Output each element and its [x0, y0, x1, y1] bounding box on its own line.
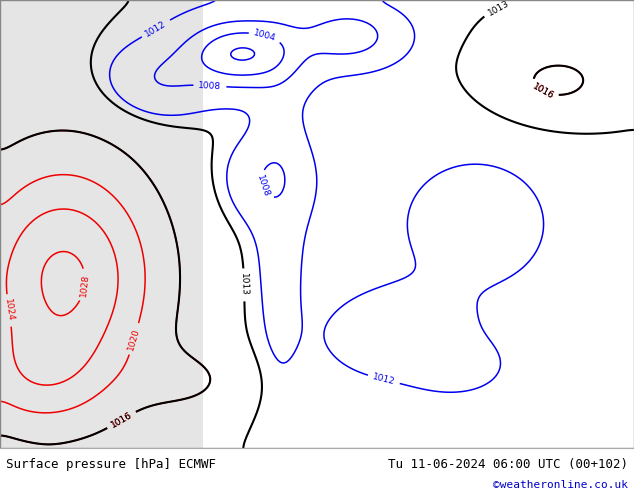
Bar: [0, 0, 203, 448]
Text: 1012: 1012: [144, 19, 168, 38]
Text: 1013: 1013: [486, 0, 510, 17]
Text: 1016: 1016: [109, 410, 134, 430]
Text: ©weatheronline.co.uk: ©weatheronline.co.uk: [493, 480, 628, 490]
Text: 1024: 1024: [3, 298, 15, 322]
Text: 1008: 1008: [198, 80, 222, 91]
Text: 1016: 1016: [531, 82, 555, 101]
Text: 1004: 1004: [253, 28, 277, 43]
Text: Surface pressure [hPa] ECMWF: Surface pressure [hPa] ECMWF: [6, 458, 216, 471]
Text: 1016: 1016: [531, 82, 555, 101]
Text: 1028: 1028: [79, 273, 91, 297]
Text: 1008: 1008: [255, 173, 271, 198]
Text: Tu 11-06-2024 06:00 UTC (00+102): Tu 11-06-2024 06:00 UTC (00+102): [387, 458, 628, 471]
Text: 1012: 1012: [372, 372, 396, 387]
Text: 1020: 1020: [127, 327, 141, 351]
Text: 1016: 1016: [109, 410, 134, 430]
Text: 1013: 1013: [239, 273, 249, 296]
